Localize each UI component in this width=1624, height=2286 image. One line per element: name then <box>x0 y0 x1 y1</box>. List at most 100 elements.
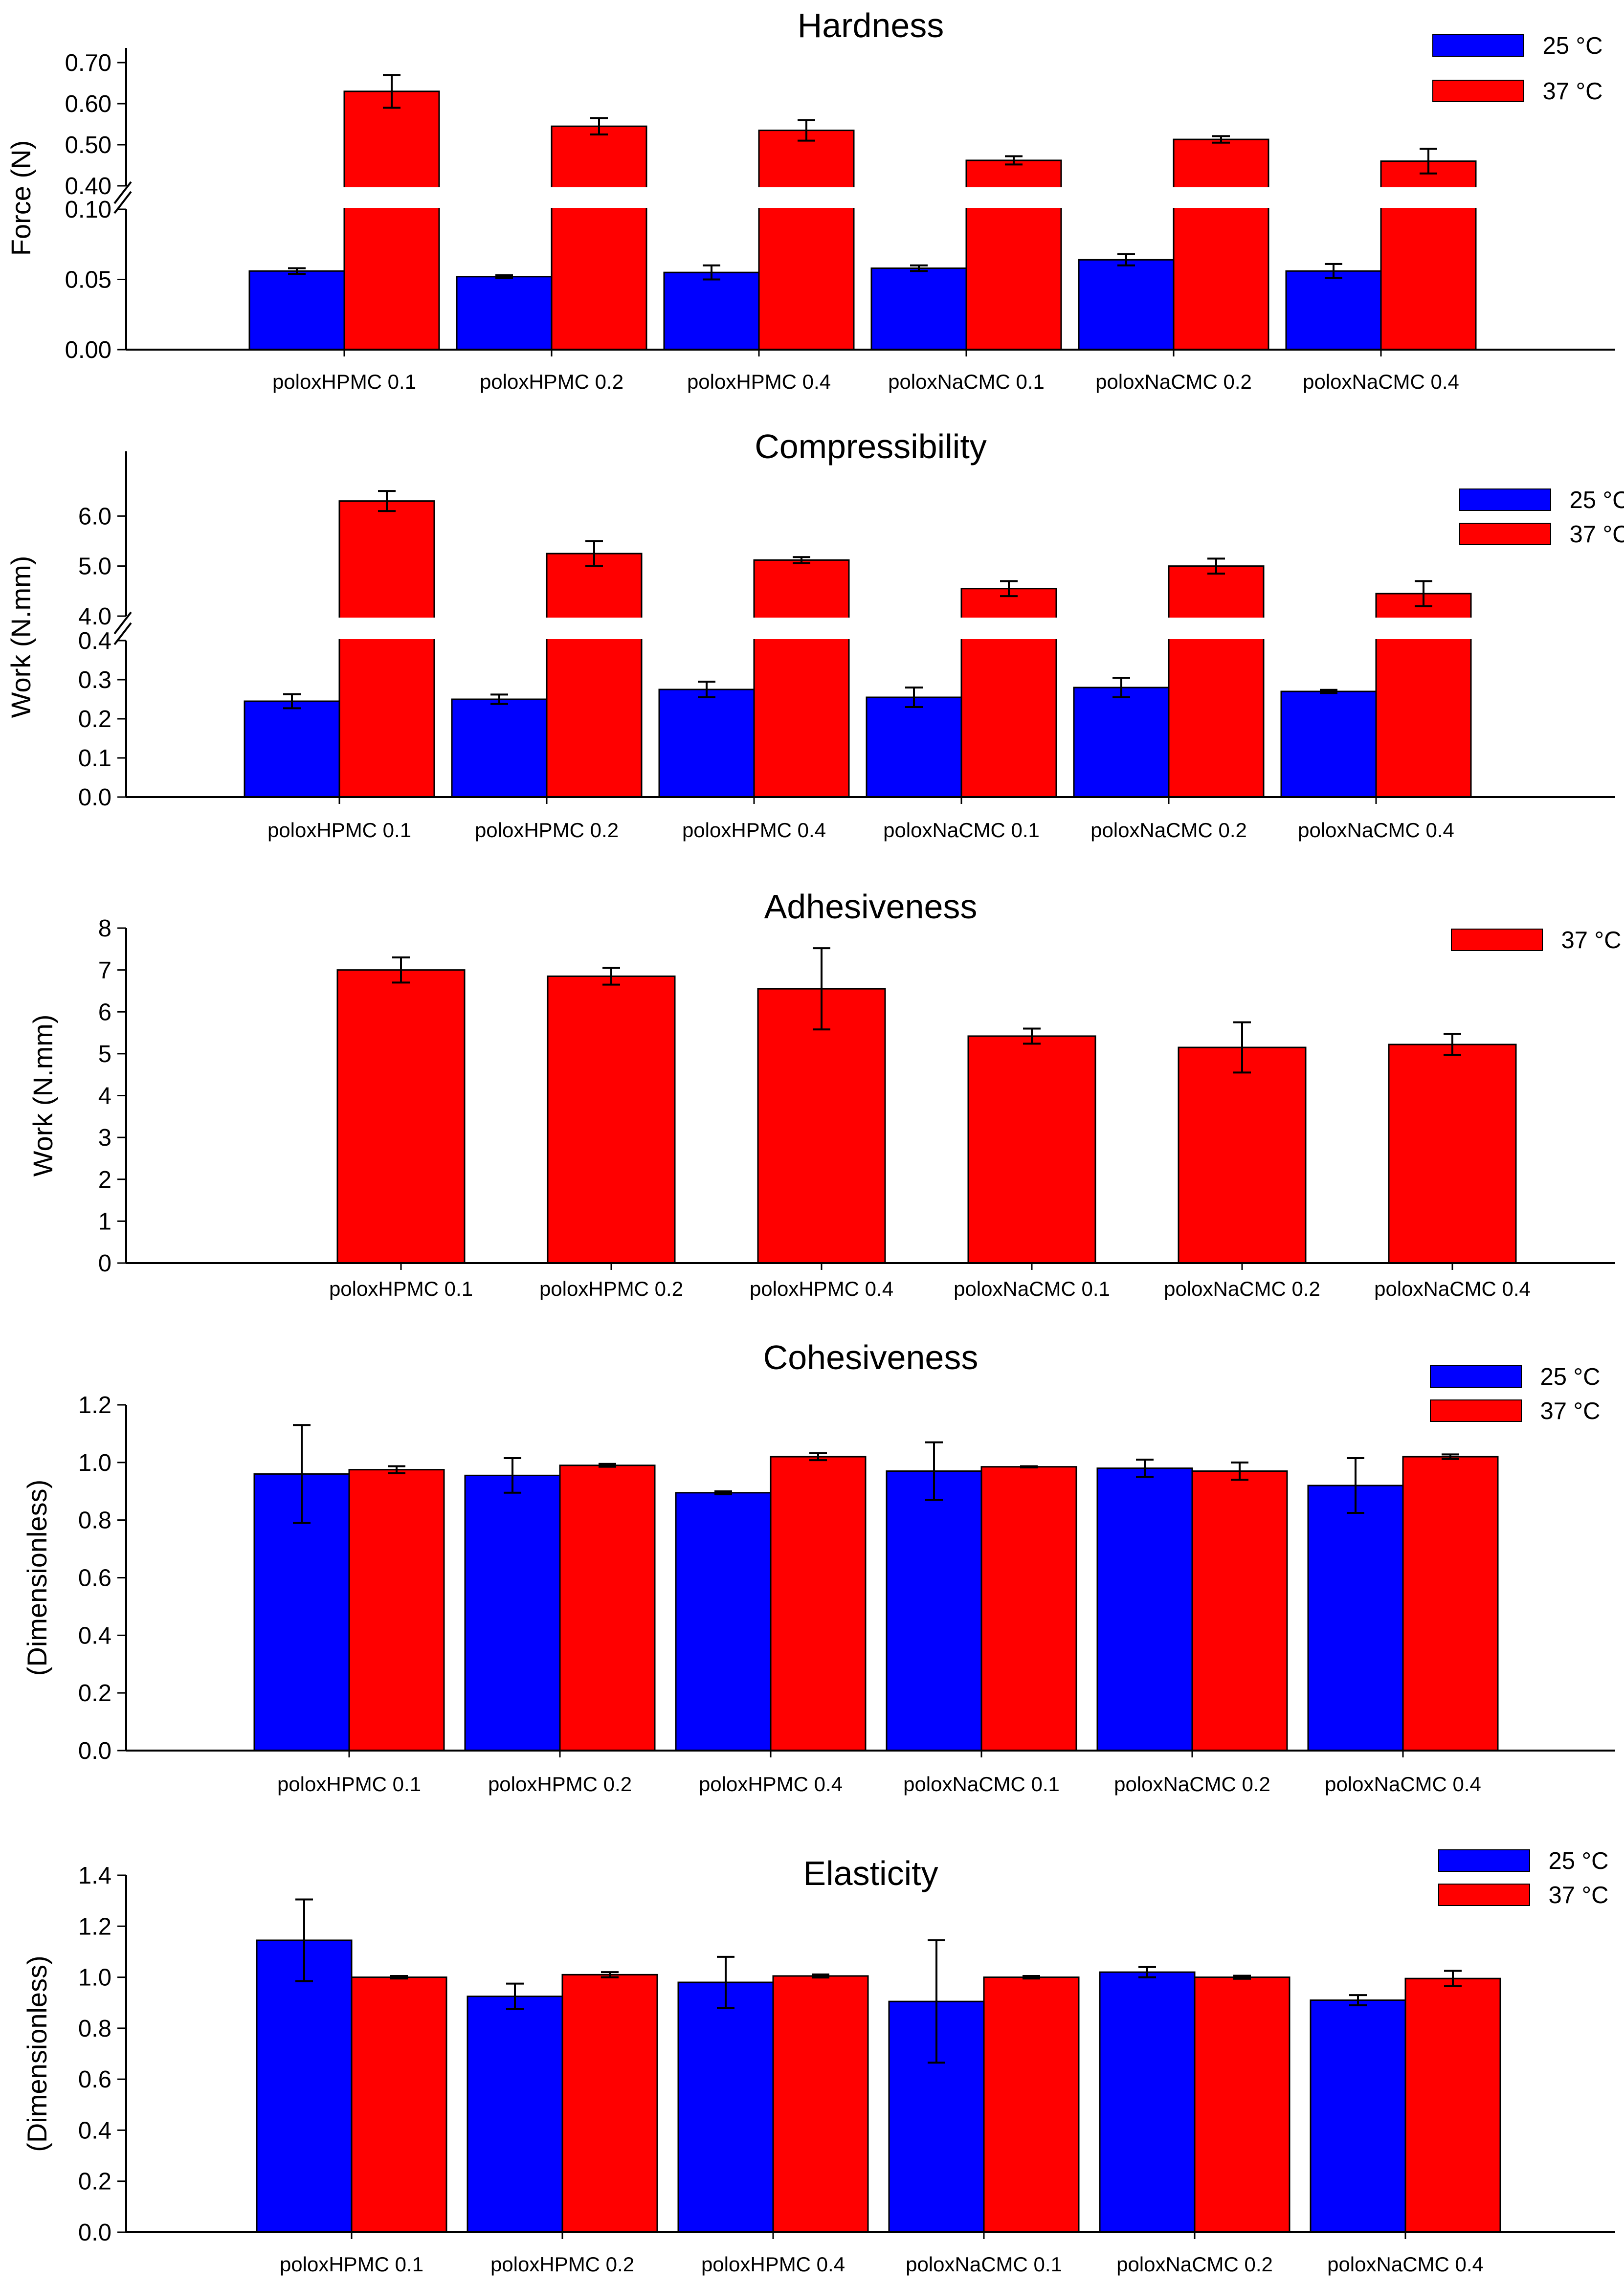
error-bar-37-c-poloxnacmc-0-2 <box>1233 1975 1251 1980</box>
y-tick-label: 0.2 <box>78 2169 111 2195</box>
error-bar-25-c-poloxhpmc-0-2 <box>490 693 508 705</box>
category-label-poloxhpmc-0-4: poloxHPMC 0.4 <box>687 370 831 393</box>
error-bar-37-c-poloxnacmc-0-1 <box>1005 155 1023 166</box>
bar-37-c-poloxhpmc-0-1 <box>351 1976 447 2233</box>
bar-25-c-poloxhpmc-0-1 <box>248 270 345 351</box>
chart-title: Compressibility <box>755 427 987 466</box>
category-label-poloxhpmc-0-1: poloxHPMC 0.1 <box>329 1277 473 1300</box>
chart-title: Adhesiveness <box>764 888 978 926</box>
category-label-poloxnacmc-0-1: poloxNaCMC 0.1 <box>888 370 1045 393</box>
y-tick-label: 8 <box>98 915 111 942</box>
bar-25-c-poloxnacmc-0-2 <box>1099 1971 1196 2233</box>
bar-25-c-poloxhpmc-0-4 <box>677 1981 774 2233</box>
y-tick-label: 6.0 <box>78 503 111 530</box>
bar-37-c-poloxnacmc-0-4 <box>1404 1977 1501 2233</box>
y-tick-label: 1.4 <box>78 1863 111 1889</box>
error-bar-25-c-poloxnacmc-0-4 <box>1320 688 1337 694</box>
y-tick-label: 0.8 <box>78 1508 111 1534</box>
legend-label-37-c: 37 °C <box>1540 1398 1600 1424</box>
legend-label-37-c: 37 °C <box>1542 78 1602 105</box>
error-bar-25-c-poloxhpmc-0-2 <box>506 1982 524 2010</box>
bar-25-c-poloxnacmc-0-4 <box>1307 1485 1404 1752</box>
bar-37-c-poloxhpmc-0-4 <box>753 559 850 798</box>
legend-swatch-25-c <box>1459 488 1551 511</box>
error-bar-37-c-poloxhpmc-0-2 <box>599 1463 616 1468</box>
error-bar-25-c-poloxnacmc-0-1 <box>928 1939 945 2064</box>
bar-25-c-poloxhpmc-0-2 <box>451 698 548 798</box>
error-bar-25-c-poloxhpmc-0-4 <box>714 1490 732 1495</box>
error-bar-25-c-poloxhpmc-0-4 <box>703 264 720 281</box>
y-axis-label: (Dimensionless) <box>22 1955 52 2152</box>
error-bar-37-c-poloxnacmc-0-2 <box>1207 557 1225 575</box>
y-tick-label: 1.0 <box>78 1450 111 1476</box>
bar-25-c-poloxnacmc-0-1 <box>866 696 962 798</box>
error-bar-25-c-poloxhpmc-0-1 <box>293 1424 311 1524</box>
error-bar-37-c-poloxhpmc-0-1 <box>383 74 400 109</box>
y-tick-label: 0.70 <box>65 50 111 76</box>
bar-25-c-poloxhpmc-0-2 <box>464 1474 561 1752</box>
error-bar-25-c-poloxnacmc-0-4 <box>1347 1457 1364 1514</box>
legend-swatch-25-c <box>1430 1365 1522 1388</box>
error-bar-37-c-poloxnacmc-0-2 <box>1231 1461 1248 1481</box>
y-axis-label: (Dimensionless) <box>22 1480 52 1676</box>
error-bar-25-c-poloxhpmc-0-4 <box>717 1955 734 2009</box>
category-label-poloxnacmc-0-1: poloxNaCMC 0.1 <box>883 819 1040 842</box>
error-bar-37-c-poloxnacmc-0-2 <box>1212 135 1230 144</box>
bar-37-c-poloxhpmc-0-2 <box>551 125 647 351</box>
legend-swatch-37-c <box>1430 1399 1522 1422</box>
axis-break-mark-lower <box>113 622 132 645</box>
y-tick-label: 0.05 <box>65 267 111 293</box>
y-tick-label: 3 <box>98 1125 111 1151</box>
bar-25-c-poloxnacmc-0-2 <box>1078 259 1175 351</box>
legend-swatch-37-c <box>1432 80 1524 102</box>
bar-37-c-poloxhpmc-0-4 <box>770 1456 867 1752</box>
error-bar-37-c-poloxhpmc-0-2 <box>602 967 620 986</box>
chart-panel-compressibility: Compressibility Work (N.mm) poloxHPMC 0.1 p… <box>5 427 1624 842</box>
y-tick-label: 0.1 <box>78 745 111 772</box>
category-label-poloxnacmc-0-2: poloxNaCMC 0.2 <box>1090 819 1247 842</box>
error-bar-25-c-poloxnacmc-0-1 <box>905 687 923 708</box>
error-bar-37-c-poloxnacmc-0-1 <box>1020 1465 1038 1468</box>
chart-panel-hardness: Hardness Force (N) poloxHPMC 0.1 poloxHPMC … <box>5 6 1615 393</box>
legend-label-25-c: 25 °C <box>1569 487 1624 513</box>
legend: 25 °C 37 °C <box>1430 1364 1601 1424</box>
legend-swatch-25-c <box>1432 34 1524 57</box>
category-label-poloxhpmc-0-4: poloxHPMC 0.4 <box>699 1773 843 1796</box>
legend-swatch-37-c <box>1451 929 1543 951</box>
y-tick-label: 0.8 <box>78 2016 111 2042</box>
y-tick-label: 0.10 <box>65 197 111 223</box>
error-bar-25-c-poloxhpmc-0-2 <box>495 274 513 279</box>
category-label-poloxnacmc-0-4: poloxNaCMC 0.4 <box>1325 1773 1481 1796</box>
y-tick-label: 4.0 <box>78 603 111 630</box>
bar-25-c-poloxnacmc-0-4 <box>1285 270 1382 351</box>
bar-37-c-poloxhpmc-0-1 <box>343 90 440 351</box>
bar-25-c-poloxnacmc-0-1 <box>886 1470 982 1752</box>
category-label-poloxnacmc-0-1: poloxNaCMC 0.1 <box>954 1277 1110 1300</box>
error-bar-37-c-poloxhpmc-0-4 <box>812 1973 829 1979</box>
error-bar-37-c-poloxhpmc-0-4 <box>809 1452 827 1462</box>
y-tick-label: 0.6 <box>78 2066 111 2093</box>
axis-break-marks <box>113 611 132 645</box>
error-bar-25-c-poloxnacmc-0-1 <box>925 1441 943 1501</box>
bar-37-c-poloxnacmc-0-1 <box>983 1976 1080 2233</box>
error-bar-25-c-poloxnacmc-0-2 <box>1112 677 1130 698</box>
error-bar-37-c-poloxhpmc-0-2 <box>585 540 603 567</box>
bar-25-c-poloxnacmc-0-4 <box>1310 1999 1406 2233</box>
legend-label-37-c: 37 °C <box>1548 1882 1608 1909</box>
category-label-poloxhpmc-0-4: poloxHPMC 0.4 <box>701 2253 845 2276</box>
category-label-poloxhpmc-0-1: poloxHPMC 0.1 <box>280 2253 423 2276</box>
category-label-poloxhpmc-0-1: poloxHPMC 0.1 <box>277 1773 421 1796</box>
bar-25-c-poloxhpmc-0-1 <box>256 1939 353 2233</box>
y-tick-label: 1.2 <box>78 1913 111 1940</box>
chart-panel-cohesiveness: Cohesiveness (Dimensionless) poloxHPMC 0.1… <box>22 1338 1615 1796</box>
y-tick-label: 0.0 <box>78 784 111 811</box>
y-tick-label: 0.0 <box>78 2219 111 2246</box>
error-bar-25-c-poloxhpmc-0-1 <box>283 693 301 710</box>
chart-panel-adhesiveness: Adhesiveness Work (N.mm) poloxHPMC 0.1 polo… <box>27 888 1622 1300</box>
category-label-poloxnacmc-0-2: poloxNaCMC 0.2 <box>1164 1277 1320 1300</box>
error-bar-37-c-poloxnacmc-0-4 <box>1444 1970 1462 1987</box>
error-bar-25-c-poloxhpmc-0-1 <box>295 1898 313 1982</box>
bar-37-c-poloxhpmc-0-4 <box>772 1975 869 2233</box>
y-tick-label: 0.2 <box>78 1680 111 1707</box>
